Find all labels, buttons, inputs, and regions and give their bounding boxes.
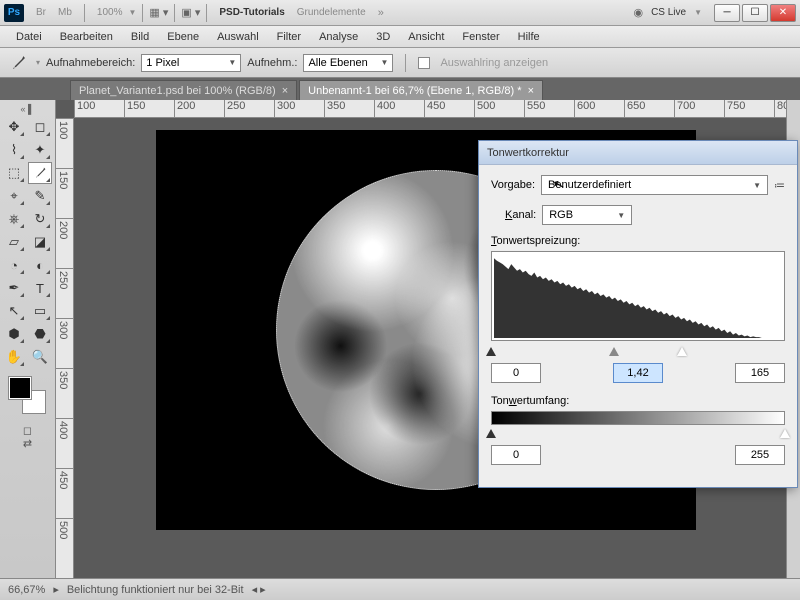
- ps-logo: Ps: [4, 4, 24, 22]
- 3dcam-tool[interactable]: ⬣: [28, 323, 52, 345]
- fg-swatch[interactable]: [8, 376, 32, 400]
- input-white[interactable]: 165: [735, 363, 785, 383]
- doc-tab-1[interactable]: Planet_Variante1.psd bei 100% (RGB/8)×: [70, 80, 297, 100]
- brush-tool[interactable]: ✎: [28, 185, 52, 207]
- input-sliders[interactable]: [491, 347, 785, 359]
- view-icon[interactable]: ▦ ▾: [149, 6, 168, 19]
- menu-filter[interactable]: Filter: [269, 29, 309, 45]
- kanal-label: Kanal:: [505, 209, 536, 221]
- maximize-button[interactable]: ☐: [742, 4, 768, 22]
- menu-fenster[interactable]: Fenster: [454, 29, 507, 45]
- stamp-tool[interactable]: ⎈: [2, 208, 26, 230]
- opt-aufnehm-label: Aufnehm.:: [247, 57, 297, 69]
- 3d-tool[interactable]: ⬢: [2, 323, 26, 345]
- input-black[interactable]: 0: [491, 363, 541, 383]
- kanal-select[interactable]: RGB▼: [542, 205, 632, 225]
- gamma-slider[interactable]: [609, 347, 619, 356]
- output-gradient: [491, 411, 785, 425]
- eraser-tool[interactable]: ▱: [2, 231, 26, 253]
- minibridge-button[interactable]: Mb: [53, 5, 77, 20]
- output-white[interactable]: 255: [735, 445, 785, 465]
- bridge-button[interactable]: Br: [31, 5, 51, 20]
- path-tool[interactable]: ↖: [2, 300, 26, 322]
- titlebar: Ps Br Mb 100% ▼ ▦ ▾ ▣ ▾ PSD-Tutorials Gr…: [0, 0, 800, 26]
- opt-ring-label: Auswahlring anzeigen: [440, 57, 548, 69]
- opt-samplesize[interactable]: 1 Pixel▼: [141, 54, 241, 72]
- eyedropper-icon: [6, 51, 30, 75]
- marquee-tool[interactable]: ◻: [28, 116, 52, 138]
- opt-ring-check[interactable]: [418, 57, 430, 69]
- output-sliders[interactable]: [491, 429, 785, 441]
- status-zoom[interactable]: 66,67%: [8, 584, 45, 596]
- options-bar: ▾ Aufnahmebereich: 1 Pixel▼ Aufnehm.: Al…: [0, 48, 800, 78]
- opt-aufnahme-label: Aufnahmebereich:: [46, 57, 135, 69]
- dialog-title[interactable]: Tonwertkorrektur: [479, 141, 797, 165]
- shape-tool[interactable]: ▭: [28, 300, 52, 322]
- vorgabe-select[interactable]: Benutzerdefiniert▼: [541, 175, 768, 195]
- output-black[interactable]: 0: [491, 445, 541, 465]
- crop-tool[interactable]: ⬚: [2, 162, 26, 184]
- move-tool[interactable]: ✥: [2, 116, 26, 138]
- gradient-tool[interactable]: ◪: [28, 231, 52, 253]
- levels-dialog: Tonwertkorrektur Vorgabe: Benutzerdefini…: [478, 140, 798, 488]
- history-tool[interactable]: ↻: [28, 208, 52, 230]
- document-tabbar: Planet_Variante1.psd bei 100% (RGB/8)× U…: [0, 78, 800, 100]
- menu-ebene[interactable]: Ebene: [159, 29, 207, 45]
- dodge-tool[interactable]: ◐: [28, 254, 52, 276]
- white-slider[interactable]: [677, 347, 687, 356]
- zoom-tool[interactable]: 🔍: [28, 346, 52, 368]
- vorgabe-label: Vorgabe:: [491, 179, 535, 191]
- wand-tool[interactable]: ✦: [28, 139, 52, 161]
- zoom-readout[interactable]: 100%: [92, 5, 128, 20]
- toolbox: « ▌ ✥ ◻ ⌇ ✦ ⬚ ⌖ ✎ ⎈ ↻ ▱ ◪ ◔ ◐ ✒ T ↖ ▭ ⬢ …: [0, 100, 56, 578]
- blur-tool[interactable]: ◔: [2, 254, 26, 276]
- input-gamma[interactable]: 1,42: [613, 363, 663, 383]
- tab-close-icon[interactable]: ×: [528, 85, 534, 97]
- menu-analyse[interactable]: Analyse: [311, 29, 366, 45]
- cslive-button[interactable]: CS Live: [646, 5, 691, 20]
- out-white-slider[interactable]: [780, 429, 790, 438]
- ruler-horizontal: 1001502002503003504004505005506006507007…: [74, 100, 786, 118]
- menu-3d[interactable]: 3D: [368, 29, 398, 45]
- histogram: [491, 251, 785, 341]
- out-black-slider[interactable]: [486, 429, 496, 438]
- menu-bild[interactable]: Bild: [123, 29, 157, 45]
- spreizung-label: Tonwertspreizung:: [491, 235, 785, 247]
- pen-tool[interactable]: ✒: [2, 277, 26, 299]
- close-button[interactable]: ✕: [770, 4, 796, 22]
- menu-auswahl[interactable]: Auswahl: [209, 29, 267, 45]
- lasso-tool[interactable]: ⌇: [2, 139, 26, 161]
- ruler-vertical: 100150200250300350400450500: [56, 118, 74, 578]
- eyedropper-tool[interactable]: [28, 162, 52, 184]
- preset-menu-icon[interactable]: ≔: [774, 179, 785, 192]
- type-tool[interactable]: T: [28, 277, 52, 299]
- menubar: Datei Bearbeiten Bild Ebene Auswahl Filt…: [0, 26, 800, 48]
- black-slider[interactable]: [486, 347, 496, 356]
- workspace-psdtut[interactable]: PSD-Tutorials: [214, 5, 289, 20]
- minimize-button[interactable]: ─: [714, 4, 740, 22]
- menu-ansicht[interactable]: Ansicht: [400, 29, 452, 45]
- menu-bearbeiten[interactable]: Bearbeiten: [52, 29, 121, 45]
- menu-hilfe[interactable]: Hilfe: [510, 29, 548, 45]
- statusbar: 66,67% ▸ Belichtung funktioniert nur bei…: [0, 578, 800, 600]
- tab-close-icon[interactable]: ×: [282, 85, 288, 97]
- doc-tab-2[interactable]: Unbenannt-1 bei 66,7% (Ebene 1, RGB/8) *…: [299, 80, 543, 100]
- color-swatches[interactable]: [8, 376, 48, 416]
- heal-tool[interactable]: ⌖: [2, 185, 26, 207]
- screen-icon[interactable]: ▣ ▾: [181, 6, 200, 19]
- hand-tool[interactable]: ✋: [2, 346, 26, 368]
- status-msg: Belichtung funktioniert nur bei 32-Bit: [67, 584, 244, 596]
- umfang-label: Tonwertumfang:: [491, 395, 785, 407]
- menu-datei[interactable]: Datei: [8, 29, 50, 45]
- opt-layers[interactable]: Alle Ebenen▼: [303, 54, 393, 72]
- workspace-grund[interactable]: Grundelemente: [292, 5, 371, 20]
